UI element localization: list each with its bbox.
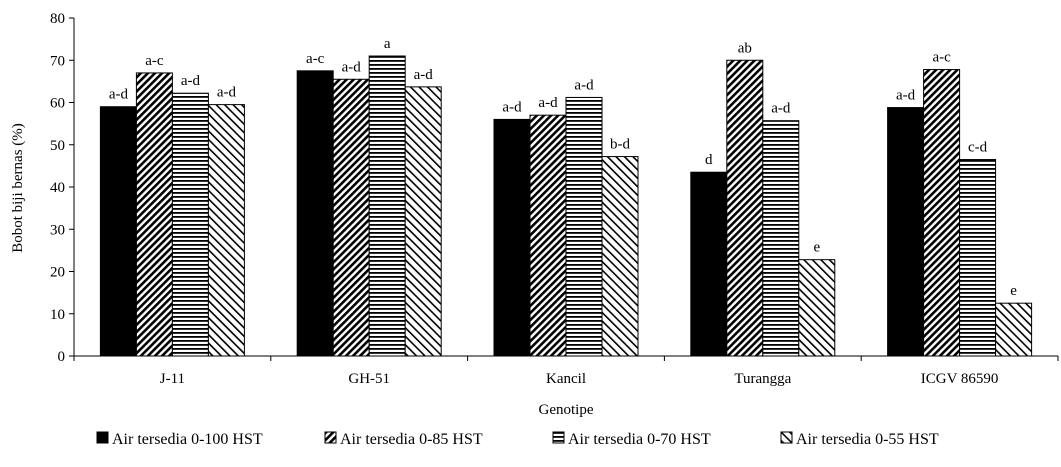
bar-data-label: b-d xyxy=(610,137,630,153)
legend-swatch xyxy=(324,431,337,444)
bar xyxy=(171,92,209,357)
bar-data-label: a-d xyxy=(414,67,434,83)
bar-data-label: a-d xyxy=(896,88,916,104)
bar xyxy=(135,72,173,357)
bar-data-label: e xyxy=(1010,283,1017,299)
plot-area xyxy=(99,55,1033,357)
bar-data-label: d xyxy=(705,152,713,168)
legend: Air tersedia 0-100 HST Air tersedia 0-85 … xyxy=(96,431,939,448)
x-tick-label: Turangga xyxy=(734,371,791,387)
bar-data-label: a-d xyxy=(574,77,594,93)
bar-data-label: a-d xyxy=(109,87,129,103)
bar xyxy=(601,156,639,357)
bar xyxy=(959,159,997,357)
y-tick-label: 70 xyxy=(50,53,65,69)
x-tick-label: Kancil xyxy=(546,371,586,387)
bar-data-label: a-c xyxy=(145,53,164,69)
bar xyxy=(726,59,764,357)
legend-label: Air tersedia 0-55 HST xyxy=(796,431,939,448)
y-tick-label: 50 xyxy=(50,138,65,154)
x-tick-label: J-11 xyxy=(160,371,185,387)
bar xyxy=(995,302,1033,357)
bar xyxy=(296,70,334,357)
bar-data-label: a-d xyxy=(217,85,237,101)
bar-data-label: a-d xyxy=(771,101,791,117)
bar xyxy=(798,259,836,357)
y-tick-label: 30 xyxy=(50,222,65,238)
legend-swatch xyxy=(780,431,793,444)
y-tick-label: 60 xyxy=(50,96,65,112)
legend-swatch xyxy=(552,431,565,444)
bar xyxy=(493,118,531,357)
bar xyxy=(207,104,245,357)
legend-swatch xyxy=(96,431,109,444)
y-tick-label: 10 xyxy=(50,307,65,323)
bar xyxy=(99,106,137,357)
bar-data-label: ab xyxy=(738,40,752,56)
bar xyxy=(923,69,961,357)
legend-label: Air tersedia 0-100 HST xyxy=(112,431,263,448)
bar-data-label: a xyxy=(384,36,391,52)
bar-data-label: a-d xyxy=(502,99,522,115)
bar xyxy=(368,55,406,357)
bar-data-label: c-d xyxy=(968,140,988,156)
bar-data-label: a-d xyxy=(181,73,201,89)
bar xyxy=(690,171,728,357)
bar-data-label: a-d xyxy=(538,95,558,111)
bar-data-label: a-d xyxy=(342,59,362,75)
y-tick-label: 20 xyxy=(50,265,65,281)
bar-data-label: a-c xyxy=(306,51,325,67)
bar-data-label: e xyxy=(813,240,820,256)
x-tick-label: GH-51 xyxy=(348,371,390,387)
bar xyxy=(762,120,800,357)
bar xyxy=(887,107,925,357)
x-axis-title: Genotipe xyxy=(539,402,594,418)
bar-data-label: a-c xyxy=(932,50,951,66)
axes: 0 10 20 30 40 50 60 70 80 J-11 GH-51 Kancil Turangga… xyxy=(50,11,1059,387)
bar-labels: a-d a-c a-d a-d a-c a-d a a-d a-d a-d a-d b-d d ab a-d… xyxy=(109,36,1017,299)
y-tick-label: 0 xyxy=(58,349,66,365)
y-tick-label: 80 xyxy=(50,11,65,27)
legend-label: Air tersedia 0-70 HST xyxy=(568,431,711,448)
bar xyxy=(332,78,370,357)
bar xyxy=(529,114,567,357)
x-tick-label: ICGV 86590 xyxy=(921,371,999,387)
y-axis-title: Bobot biji bernas (%) xyxy=(10,123,26,253)
bar xyxy=(404,86,442,357)
bar xyxy=(565,96,603,357)
legend-label: Air tersedia 0-85 HST xyxy=(340,431,483,448)
y-tick-label: 40 xyxy=(50,180,65,196)
